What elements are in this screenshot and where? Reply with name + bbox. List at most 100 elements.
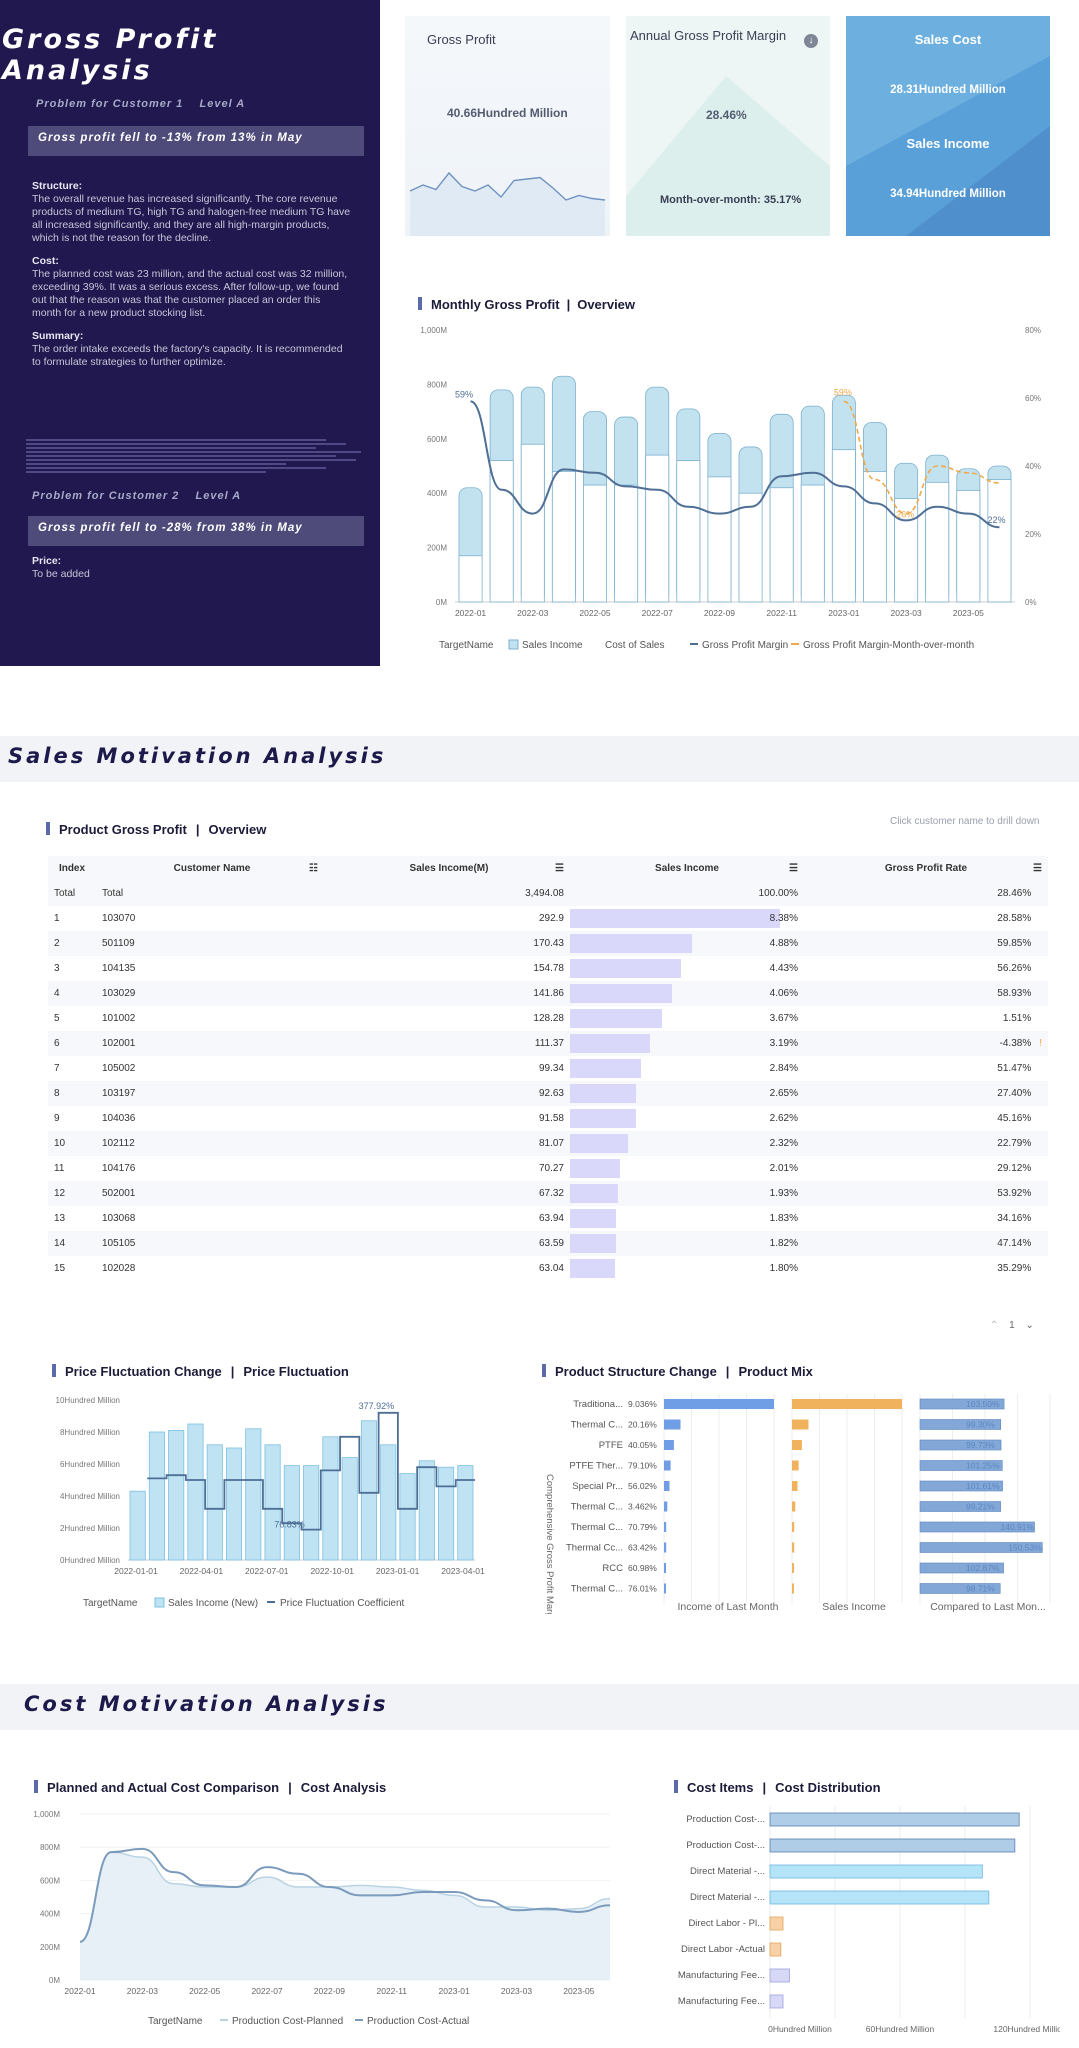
customer-name[interactable]: 104135 bbox=[102, 963, 136, 974]
mix-chart-title-text: Product Structure Change bbox=[555, 1364, 717, 1379]
page-up-icon[interactable]: ⌃ bbox=[990, 1320, 999, 1331]
table-row[interactable]: 15 102028 63.04 1.80% 35.29%! bbox=[48, 1256, 1048, 1281]
income-bar bbox=[129, 1490, 146, 1561]
filter-icon[interactable]: ☰ bbox=[789, 863, 798, 874]
category-label: Direct Labor - Pl... bbox=[688, 1918, 765, 1929]
table-row[interactable]: 6 102001 111.37 3.19% -4.38%! bbox=[48, 1031, 1048, 1056]
col-income-header[interactable]: Sales Income(M) ☰ bbox=[328, 856, 570, 881]
income-bar bbox=[245, 1428, 262, 1561]
legend-item: Gross Profit Margin-Month-over-month bbox=[803, 640, 974, 651]
legend-item: Sales Income (New) bbox=[168, 1598, 258, 1609]
x-tick-label: 2022-07 bbox=[251, 1986, 282, 1996]
row-rate-value: 34.16% bbox=[997, 1213, 1032, 1224]
table-row[interactable]: 13 103068 63.94 1.83% 34.16%! bbox=[48, 1206, 1048, 1231]
sales-income-bar bbox=[792, 1542, 795, 1553]
row-share-value: 3.19% bbox=[769, 1038, 798, 1049]
column-label: Compared to Last Mon... bbox=[930, 1601, 1046, 1613]
table-row[interactable]: 3 104135 154.78 4.43% 56.26%! bbox=[48, 956, 1048, 981]
row-rate: 59.85%! bbox=[804, 931, 1048, 956]
margin-label: 56.02% bbox=[628, 1481, 657, 1491]
customer-name[interactable]: Total bbox=[96, 881, 328, 906]
col-index-header[interactable]: Index bbox=[48, 856, 96, 881]
row-rate-value: 1.51% bbox=[1002, 1013, 1032, 1024]
customer-name[interactable]: 103029 bbox=[96, 981, 328, 1006]
arrow-down-icon[interactable]: ↓ bbox=[804, 34, 818, 48]
customer-name[interactable]: 103197 bbox=[96, 1081, 328, 1106]
row-share: 4.06% bbox=[570, 981, 804, 1006]
customer-name[interactable]: 104176 bbox=[102, 1163, 136, 1174]
sort-icon[interactable]: ☷ bbox=[309, 863, 318, 874]
compare-bar bbox=[919, 1398, 1005, 1410]
problem-2-heading: Problem for Customer 2 Level A bbox=[32, 490, 242, 502]
compare-bar bbox=[919, 1501, 1001, 1512]
customer-name[interactable]: 501109 bbox=[96, 931, 328, 956]
customer-name[interactable]: 103070 bbox=[102, 913, 136, 924]
customer-name[interactable]: 102028 bbox=[102, 1263, 136, 1274]
column-label: Sales Income bbox=[822, 1601, 886, 1613]
income-bar bbox=[225, 1447, 243, 1561]
margin-label: 20.16% bbox=[628, 1420, 657, 1430]
cost-chart-title-text: Planned and Actual Cost Comparison bbox=[47, 1780, 280, 1795]
x-tick-label: 2022-09 bbox=[314, 1986, 345, 1996]
product-table-title-text: Product Gross Profit bbox=[59, 822, 187, 837]
x-tick-label: 2023-03 bbox=[891, 608, 922, 618]
sales-cost-card: Sales Cost 28.31Hundred Million Sales In… bbox=[846, 16, 1050, 236]
legend-item: Production Cost-Planned bbox=[232, 2016, 343, 2027]
filter-icon[interactable]: ☰ bbox=[1033, 863, 1042, 874]
table-row[interactable]: 9 104036 91.58 2.62% 45.16%! bbox=[48, 1106, 1048, 1131]
row-rate: 29.12%! bbox=[804, 1156, 1048, 1181]
category-label: Direct Material -... bbox=[690, 1892, 765, 1903]
row-share: 2.62% bbox=[570, 1106, 804, 1131]
row-index: 5 bbox=[54, 1013, 60, 1024]
x-tick-label: 2022-01 bbox=[64, 1986, 95, 1996]
filter-icon[interactable]: ☰ bbox=[555, 863, 564, 874]
customer-name[interactable]: 104036 bbox=[102, 1113, 136, 1124]
customer-name[interactable]: 105105 bbox=[96, 1231, 328, 1256]
table-row[interactable]: 5 101002 128.28 3.67% 1.51%! bbox=[48, 1006, 1048, 1031]
sales-income-bar bbox=[792, 1563, 794, 1573]
compare-bar bbox=[919, 1460, 1003, 1471]
customer-name[interactable]: 502001 bbox=[96, 1181, 328, 1206]
legend-item: Cost of Sales bbox=[605, 640, 664, 651]
y-tick-label: 4Hundred Million bbox=[60, 1492, 120, 1501]
col-rate-header[interactable]: Gross Profit Rate ☰ bbox=[804, 856, 1048, 881]
margin-label: 60.98% bbox=[628, 1563, 657, 1573]
x-tick-label: 2023-01 bbox=[439, 1986, 470, 1996]
category-label: RCC bbox=[602, 1563, 623, 1574]
customer-name[interactable]: 101002 bbox=[102, 1013, 136, 1024]
legend-target: TargetName bbox=[148, 2016, 203, 2027]
customer-name[interactable]: 102001 bbox=[96, 1031, 328, 1056]
income-bar bbox=[322, 1436, 339, 1561]
customer-name[interactable]: 103068 bbox=[102, 1213, 136, 1224]
y-tick-label: 0Hundred Million bbox=[60, 1556, 120, 1565]
table-row[interactable]: 1 103070 292.9 8.38% 28.58%! bbox=[48, 906, 1048, 931]
page-down-icon[interactable]: ⌄ bbox=[1025, 1320, 1034, 1331]
x-tick-label: 2023-05 bbox=[563, 1986, 594, 1996]
table-row[interactable]: 11 104176 70.27 2.01% 29.12%! bbox=[48, 1156, 1048, 1181]
customer-name[interactable]: 105002 bbox=[102, 1063, 136, 1074]
compare-label: 101.25% bbox=[966, 1461, 1000, 1471]
customer-name[interactable]: 102112 bbox=[96, 1131, 328, 1156]
sales-income-label: Sales Income bbox=[906, 136, 990, 151]
col-customer-header[interactable]: Customer Name ☷ bbox=[96, 856, 328, 881]
col-share-header[interactable]: Sales Income ☰ bbox=[570, 856, 804, 881]
x-tick-label: 2022-07 bbox=[642, 608, 673, 618]
x-tick-label: 2022-10-01 bbox=[310, 1566, 354, 1576]
table-row[interactable]: 7 105002 99.34 2.84% 51.47%! bbox=[48, 1056, 1048, 1081]
data-label: 377.92% bbox=[359, 1401, 395, 1411]
row-share-value: 4.88% bbox=[769, 938, 798, 949]
x-tick-label: 2022-11 bbox=[766, 608, 797, 618]
x-tick-label: 2022-03 bbox=[517, 608, 548, 618]
last-month-bar bbox=[664, 1460, 671, 1471]
row-share-value: 100.00% bbox=[758, 888, 798, 899]
row-index: Total bbox=[48, 881, 96, 906]
cost-items-chart: Production Cost-... Production Cost-... Di… bbox=[678, 1806, 1060, 2034]
income-bar bbox=[283, 1465, 300, 1561]
